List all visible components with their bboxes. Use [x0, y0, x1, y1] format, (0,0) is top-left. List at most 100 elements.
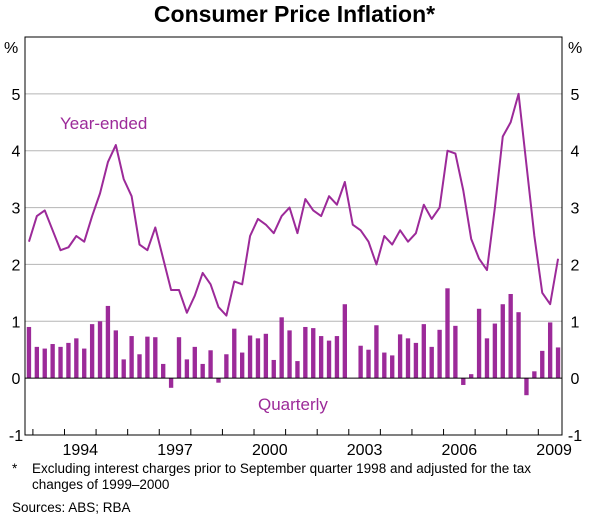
- series-label-year-ended: Year-ended: [60, 114, 147, 133]
- plot-frame: [24, 36, 563, 436]
- y-unit-left: %: [4, 40, 18, 57]
- y-tick-left-1: 1: [12, 314, 21, 331]
- bar-5: [66, 342, 71, 379]
- bar-6: [74, 338, 79, 379]
- y-tick-right-4: 4: [571, 144, 580, 161]
- bar-37: [318, 336, 324, 379]
- bar-50: [421, 324, 426, 379]
- chart-title: Consumer Price Inflation*: [153, 1, 436, 27]
- x-tick-label-2009: 2009: [536, 442, 572, 459]
- bar-55: [461, 378, 466, 385]
- bar-49: [413, 342, 419, 379]
- bar-40: [342, 304, 348, 379]
- bar-12: [121, 359, 126, 379]
- year-ended-line: [27, 92, 560, 317]
- y-tick-right-5: 5: [571, 87, 580, 104]
- bar-45: [382, 352, 387, 379]
- bar-8: [89, 324, 95, 379]
- bar-62: [516, 312, 521, 379]
- bar-58: [484, 338, 490, 379]
- bar-34: [295, 361, 300, 379]
- y-tick-right--1: -1: [568, 428, 582, 445]
- bar-2: [42, 348, 47, 379]
- x-tick-label-2006: 2006: [442, 442, 478, 459]
- bar-39: [334, 336, 340, 379]
- bar-0: [26, 326, 32, 379]
- bar-25: [224, 354, 229, 379]
- bar-59: [492, 323, 498, 379]
- x-tick-label-2003: 2003: [347, 442, 383, 459]
- bar-11: [113, 330, 118, 379]
- bar-67: [555, 347, 561, 379]
- y-tick-right-2: 2: [571, 257, 580, 274]
- bar-42: [358, 345, 363, 379]
- bar-20: [184, 359, 190, 379]
- bar-15: [145, 336, 150, 379]
- bar-31: [271, 359, 276, 379]
- bar-18: [168, 378, 174, 388]
- bar-33: [287, 330, 292, 379]
- bar-43: [366, 349, 371, 379]
- bar-51: [429, 346, 434, 379]
- bar-48: [405, 338, 411, 379]
- x-tick-labels: 1994 1997 2000 2003 2006 2009: [62, 442, 572, 459]
- bar-52: [437, 329, 442, 379]
- bar-32: [279, 317, 284, 379]
- bar-29: [255, 338, 261, 379]
- y-tick-left-4: 4: [12, 144, 21, 161]
- x-tick-label-1994: 1994: [62, 442, 98, 459]
- y-tick-right-3: 3: [571, 201, 580, 218]
- bar-4: [58, 346, 63, 379]
- bar-38: [326, 340, 332, 379]
- bar-65: [540, 350, 545, 379]
- y-tick-left-0: 0: [12, 371, 21, 388]
- bar-30: [263, 333, 269, 379]
- bar-10: [105, 305, 111, 379]
- y-tick-left-5: 5: [12, 87, 21, 104]
- bar-16: [153, 337, 158, 379]
- bar-63: [524, 378, 529, 396]
- bar-26: [232, 328, 237, 379]
- bar-57: [476, 308, 482, 379]
- bar-13: [129, 336, 134, 379]
- bar-7: [82, 348, 87, 379]
- bar-60: [500, 304, 505, 379]
- bar-46: [390, 355, 395, 379]
- bar-53: [445, 288, 450, 379]
- bar-66: [547, 322, 553, 379]
- y-tick-right-0: 0: [571, 371, 580, 388]
- series-label-quarterly: Quarterly: [258, 395, 328, 414]
- y-tick-left-2: 2: [12, 257, 21, 274]
- gridlines: [25, 93, 562, 436]
- bar-14: [137, 354, 142, 379]
- bar-35: [303, 326, 308, 379]
- y-unit-right: %: [568, 40, 582, 57]
- sources-note: Sources: ABS; RBA: [12, 500, 131, 515]
- bar-17: [161, 363, 166, 379]
- bar-3: [50, 344, 55, 379]
- y-tick-left-3: 3: [12, 201, 21, 218]
- footnote: * Excluding interest charges prior to Se…: [12, 461, 572, 493]
- bar-22: [200, 363, 205, 379]
- bar-24: [216, 378, 221, 383]
- y-tick-left--1: -1: [9, 428, 23, 445]
- footnote-marker: *: [12, 461, 18, 476]
- bar-9: [97, 321, 103, 379]
- bar-19: [176, 337, 182, 379]
- bar-27: [239, 352, 245, 379]
- x-ticks: [32, 429, 539, 435]
- bar-44: [374, 325, 379, 379]
- bar-23: [208, 350, 213, 379]
- y-tick-right-1: 1: [571, 314, 580, 331]
- quarterly-bars: [26, 288, 561, 396]
- bar-54: [453, 325, 458, 379]
- bar-64: [532, 371, 537, 379]
- bar-28: [247, 335, 253, 379]
- y-tick-labels: -1 -1 0 0 1 1 2 2 3 3 4 4 5 5: [9, 87, 582, 445]
- bar-21: [192, 346, 197, 379]
- x-tick-label-2000: 2000: [252, 442, 288, 459]
- bar-47: [397, 334, 403, 379]
- bar-61: [508, 293, 513, 379]
- bar-36: [311, 328, 316, 379]
